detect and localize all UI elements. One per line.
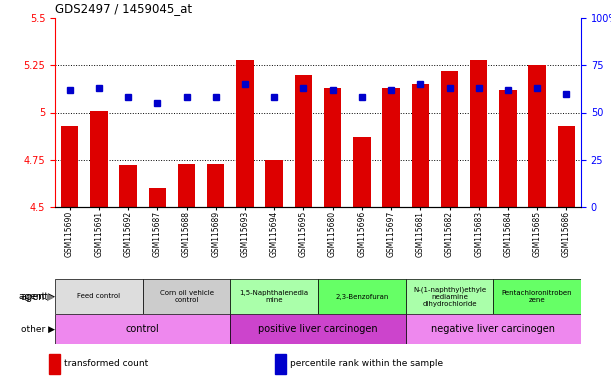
Bar bbox=[353, 137, 371, 207]
Bar bbox=[236, 60, 254, 207]
Bar bbox=[324, 88, 342, 207]
Text: N-(1-naphthyl)ethyle
nediamine
dihydrochloride: N-(1-naphthyl)ethyle nediamine dihydroch… bbox=[413, 286, 486, 307]
Bar bbox=[55, 314, 230, 344]
Bar bbox=[265, 160, 283, 207]
Text: Corn oil vehicle
control: Corn oil vehicle control bbox=[159, 290, 213, 303]
Bar bbox=[55, 279, 142, 314]
Text: other ▶: other ▶ bbox=[21, 324, 55, 333]
Bar bbox=[207, 164, 224, 207]
Bar bbox=[529, 65, 546, 207]
Text: agent ▶: agent ▶ bbox=[19, 292, 55, 301]
Bar bbox=[49, 354, 60, 374]
Bar bbox=[470, 60, 488, 207]
Bar bbox=[318, 279, 406, 314]
Bar bbox=[382, 88, 400, 207]
Bar bbox=[493, 279, 581, 314]
Bar bbox=[61, 126, 78, 207]
Text: transformed count: transformed count bbox=[64, 359, 148, 369]
Text: 2,3-Benzofuran: 2,3-Benzofuran bbox=[335, 293, 389, 300]
Text: 1,5-Naphthalenedia
mine: 1,5-Naphthalenedia mine bbox=[240, 290, 309, 303]
Text: Pentachloronitroben
zene: Pentachloronitroben zene bbox=[502, 290, 573, 303]
Bar bbox=[406, 314, 581, 344]
Text: ▶: ▶ bbox=[47, 291, 54, 301]
Bar bbox=[406, 279, 493, 314]
Bar bbox=[412, 84, 429, 207]
Text: negative liver carcinogen: negative liver carcinogen bbox=[431, 324, 555, 334]
Bar bbox=[441, 71, 458, 207]
Bar bbox=[275, 354, 286, 374]
Bar bbox=[178, 164, 196, 207]
Bar bbox=[230, 314, 406, 344]
Bar bbox=[558, 126, 575, 207]
Bar bbox=[90, 111, 108, 207]
Bar bbox=[230, 279, 318, 314]
Bar bbox=[148, 188, 166, 207]
Bar bbox=[119, 166, 137, 207]
Text: control: control bbox=[126, 324, 159, 334]
Text: agent: agent bbox=[21, 291, 49, 301]
Text: GDS2497 / 1459045_at: GDS2497 / 1459045_at bbox=[55, 2, 192, 15]
Bar bbox=[295, 75, 312, 207]
Text: percentile rank within the sample: percentile rank within the sample bbox=[290, 359, 444, 369]
Text: positive liver carcinogen: positive liver carcinogen bbox=[258, 324, 378, 334]
Bar bbox=[499, 90, 517, 207]
Text: Feed control: Feed control bbox=[77, 293, 120, 300]
Bar bbox=[142, 279, 230, 314]
